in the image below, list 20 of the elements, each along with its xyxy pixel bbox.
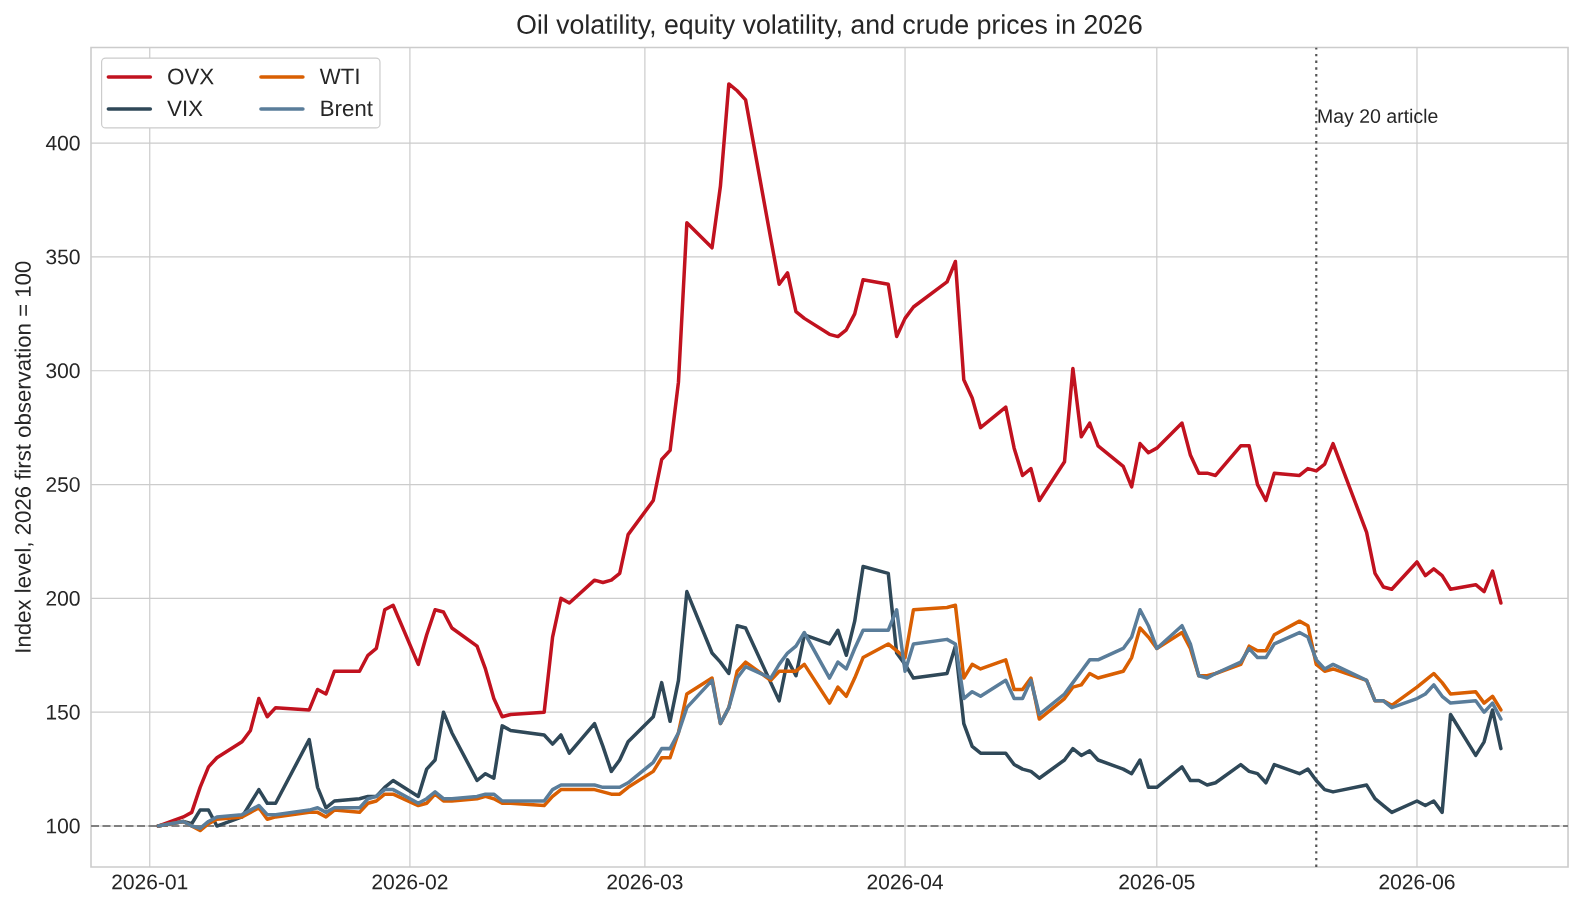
x-tick-label: 2026-02 [372,874,448,890]
y-axis-title: Index level, 2026 first observation = 100 [14,261,34,652]
x-tick-label: 2026-03 [607,874,683,890]
y-tick-label: 400 [45,135,80,151]
y-tick-label: 100 [47,818,80,834]
ref-line-label: May 20 article [1318,108,1438,127]
legend-label: OVX [168,68,214,85]
y-tick-label: 300 [46,363,80,379]
legend-label: Brent [321,100,373,117]
y-tick-label: 200 [46,590,80,606]
x-tick-label: 2026-04 [867,874,943,890]
y-tick-label: 350 [46,249,80,265]
legend-label: VIX [167,100,203,116]
x-tick-label: 2026-05 [1119,874,1195,890]
x-tick-label: 2026-01 [112,874,188,890]
y-tick-label: 250 [46,477,80,492]
legend-label: WTI [319,68,359,85]
chart-title: Oil volatility, equity volatility, and crude prices in 2026 [517,14,1142,40]
y-tick-label: 150 [47,704,80,720]
x-tick-label: 2026-06 [1379,874,1455,890]
